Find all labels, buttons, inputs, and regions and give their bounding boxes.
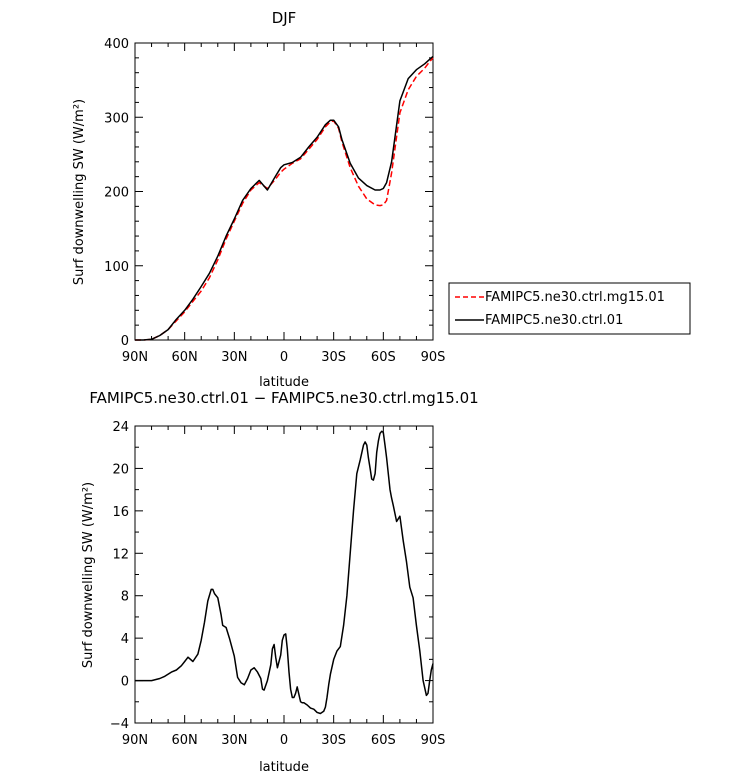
bottom-y-tick-label: 16	[112, 505, 129, 520]
bottom-y-tick-label: 24	[112, 420, 129, 435]
bottom-axis-ticks: 90N 60N 30N 0 30S 60S 90S −4 0 4 8 12 16 20 24	[110, 420, 446, 748]
bottom-series-lines	[135, 430, 434, 715]
bottom-y-tick-label: 0	[121, 675, 129, 690]
bottom-x-tick-label: 30N	[221, 733, 247, 748]
bottom-x-tick-label: 60S	[371, 733, 396, 748]
bottom-series-line-0	[135, 430, 434, 715]
legend: FAMIPC5.ne30.ctrl.mg15.01 FAMIPC5.ne30.c…	[448, 282, 691, 335]
top-x-tick-label: 60S	[371, 350, 396, 365]
top-x-axis-label: latitude	[259, 375, 309, 390]
top-x-tick-label: 30S	[321, 350, 346, 365]
top-panel: DJF 90N 60N 30N 0 30S 60S 90S 0 100 200 300 400 lat…	[72, 9, 445, 390]
top-y-tick-label: 100	[104, 260, 129, 275]
bottom-x-tick-label: 90S	[421, 733, 446, 748]
top-x-tick-label: 90S	[421, 350, 446, 365]
top-x-tick-label: 60N	[172, 350, 198, 365]
bottom-y-tick-label: 12	[112, 547, 129, 562]
bottom-y-axis-label: Surf downwelling SW (W/m²)	[81, 482, 96, 668]
bottom-x-tick-label: 60N	[172, 733, 198, 748]
legend-label-ctrl: FAMIPC5.ne30.ctrl.01	[485, 313, 623, 328]
top-chart-title: DJF	[272, 9, 297, 27]
top-series-line-1	[135, 55, 434, 341]
bottom-panel: FAMIPC5.ne30.ctrl.01 − FAMIPC5.ne30.ctrl…	[81, 389, 479, 775]
top-series-lines	[135, 55, 434, 341]
legend-label-mg15: FAMIPC5.ne30.ctrl.mg15.01	[485, 290, 665, 305]
bottom-y-tick-label: 8	[121, 590, 129, 605]
legend-box	[448, 282, 691, 335]
bottom-y-tick-label: 4	[121, 632, 129, 647]
top-x-tick-label: 90N	[122, 350, 148, 365]
top-y-tick-label: 0	[121, 334, 129, 349]
bottom-y-tick-label: −4	[110, 717, 129, 732]
bottom-x-tick-label: 30S	[321, 733, 346, 748]
top-y-axis-label: Surf downwelling SW (W/m²)	[72, 99, 87, 285]
bottom-x-axis-label: latitude	[259, 760, 309, 775]
top-y-tick-label: 200	[104, 186, 129, 201]
bottom-x-tick-label: 90N	[122, 733, 148, 748]
top-y-tick-label: 300	[104, 111, 129, 126]
top-axis-ticks: 90N 60N 30N 0 30S 60S 90S 0 100 200 300 400	[104, 37, 445, 365]
bottom-chart-title: FAMIPC5.ne30.ctrl.01 − FAMIPC5.ne30.ctrl…	[89, 389, 478, 407]
top-x-tick-label: 0	[280, 350, 288, 365]
top-y-tick-label: 400	[104, 37, 129, 52]
top-series-line-0	[135, 57, 434, 341]
bottom-x-tick-label: 0	[280, 733, 288, 748]
top-x-tick-label: 30N	[221, 350, 247, 365]
bottom-y-tick-label: 20	[112, 462, 129, 477]
